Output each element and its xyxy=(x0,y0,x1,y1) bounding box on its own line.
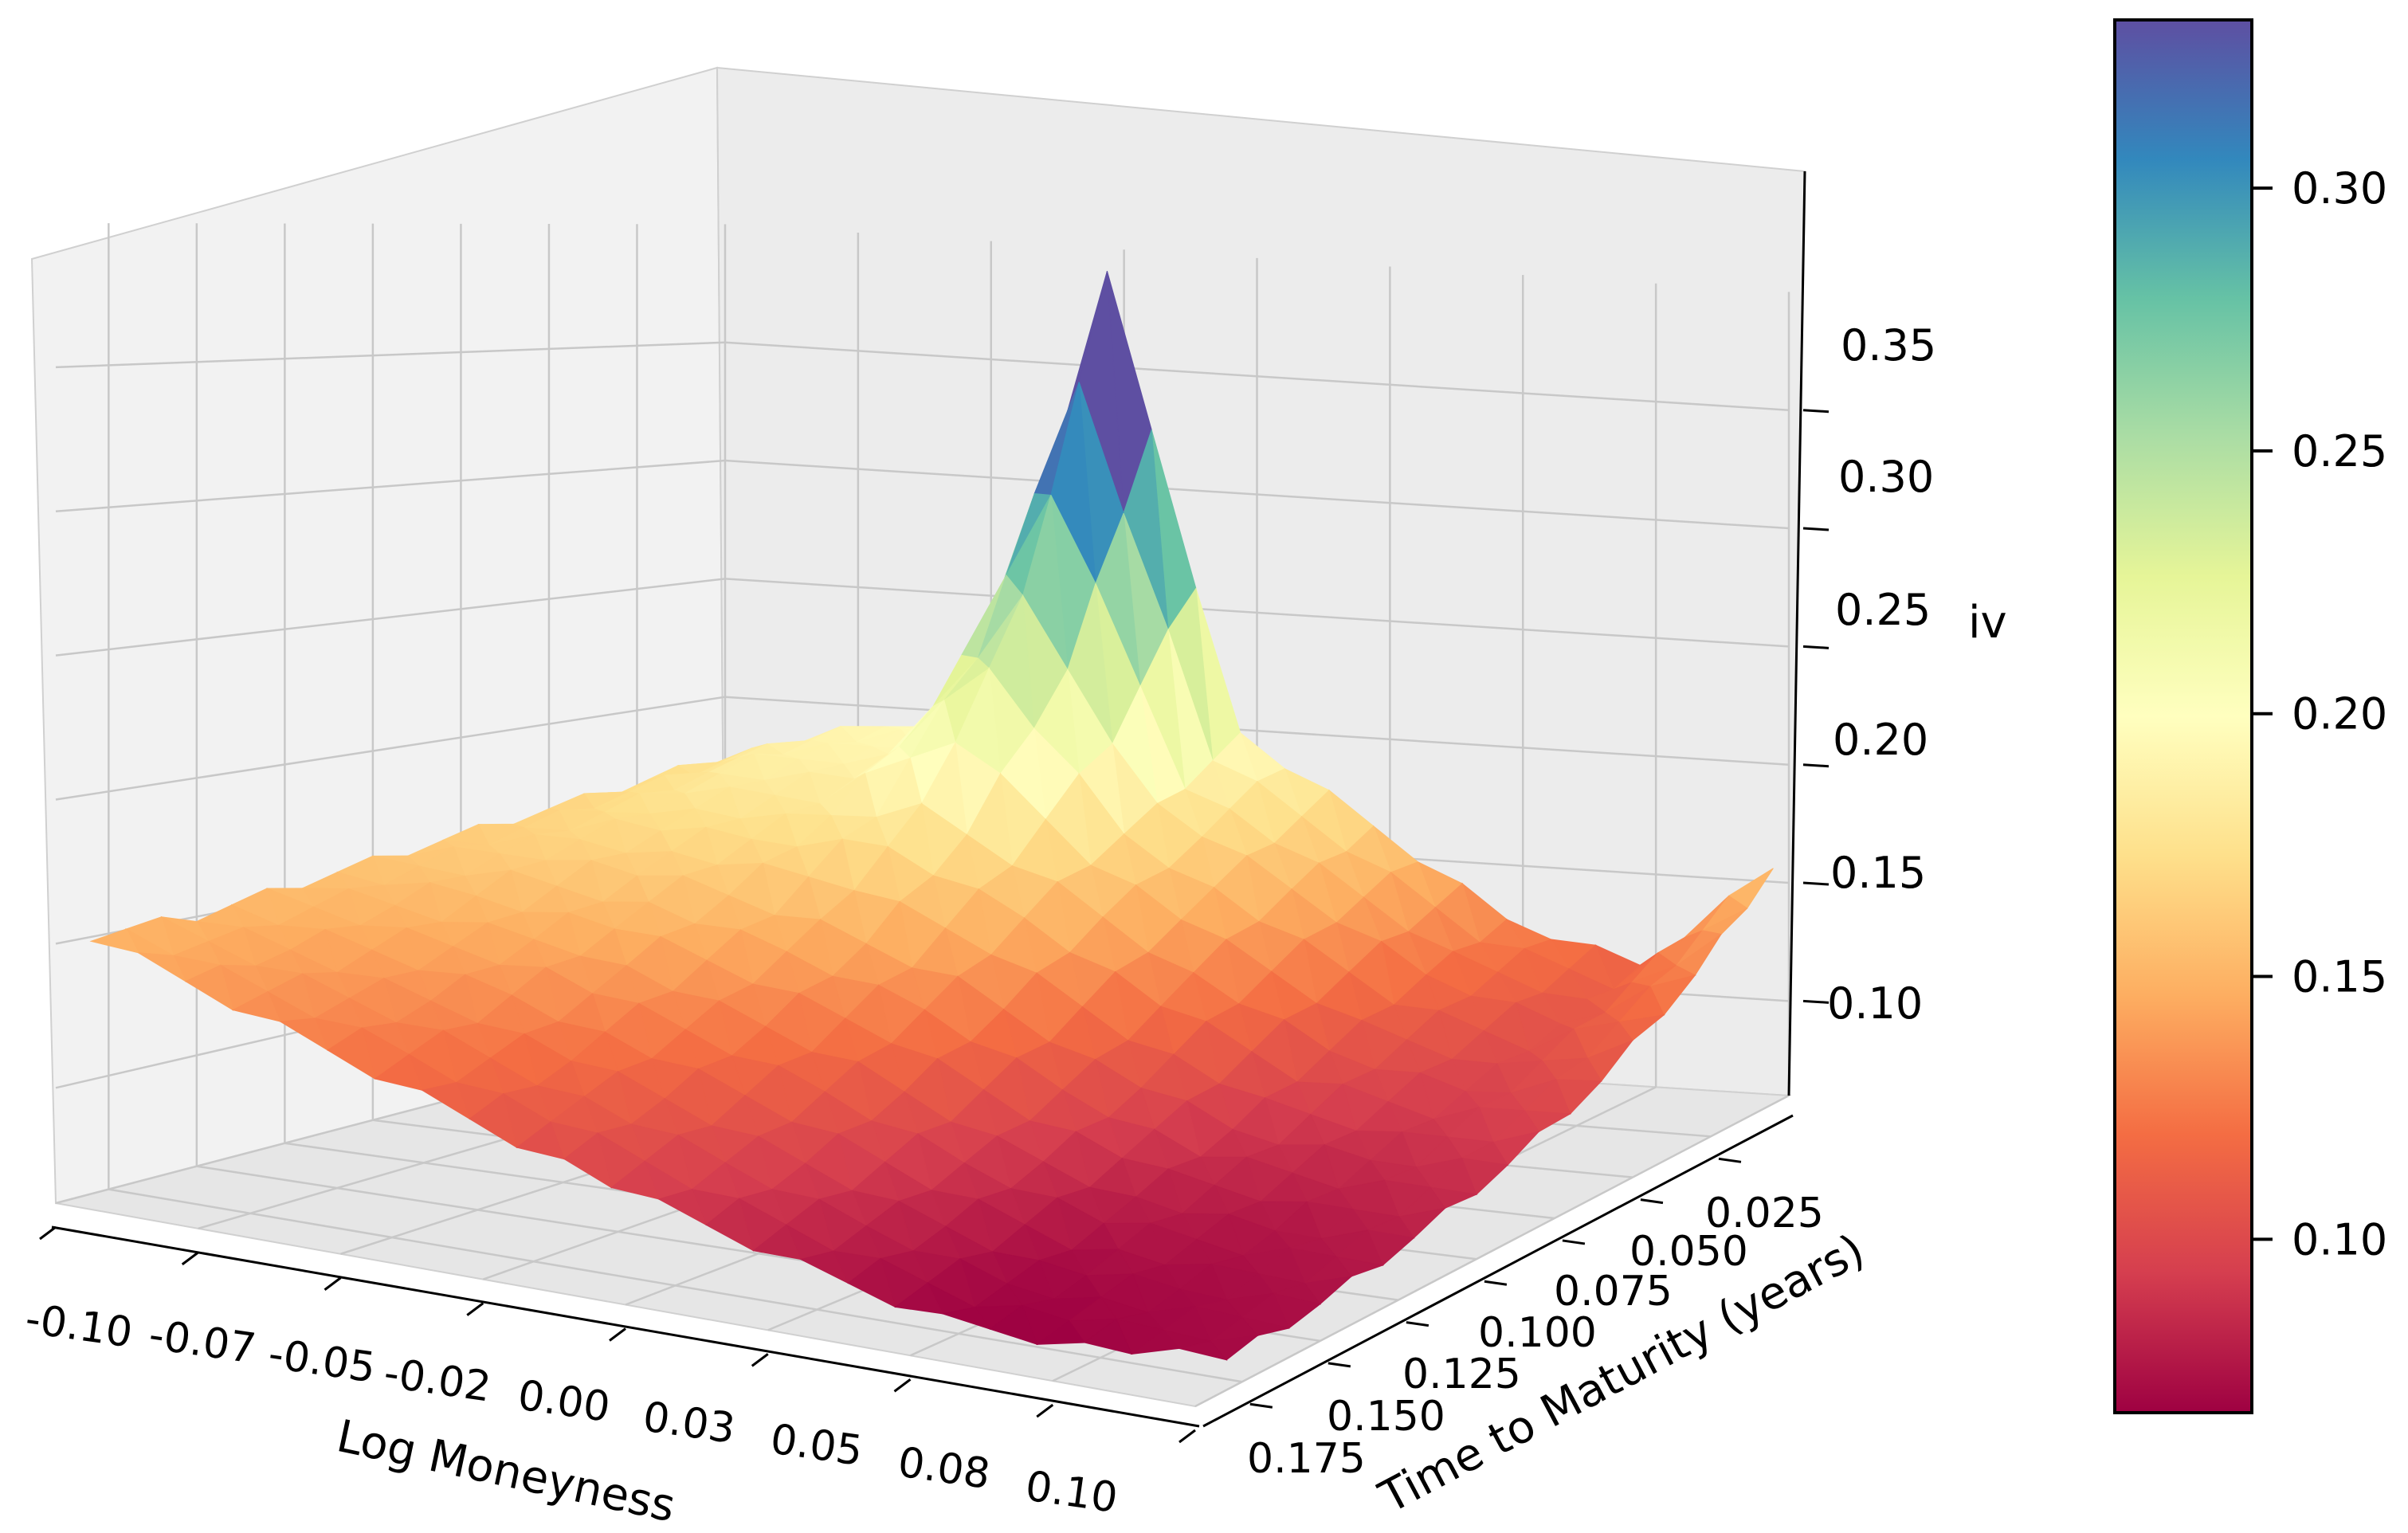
surface-facet xyxy=(89,928,139,954)
y-tick-mark xyxy=(1249,1402,1273,1409)
surface-facet xyxy=(327,1027,376,1080)
surface-facet xyxy=(752,1224,802,1261)
colorbar-ticks: 0.10 0.15 0.20 0.25 0.30 xyxy=(2252,163,2387,1264)
z-tick-mark xyxy=(1802,527,1830,531)
colorbar-tick-label: 0.10 xyxy=(2292,1214,2387,1264)
surface-facet xyxy=(563,1132,613,1189)
surface-facet xyxy=(657,1189,708,1226)
grid-line xyxy=(108,1188,1243,1383)
surface-facet xyxy=(1179,1340,1228,1361)
y-tick-mark xyxy=(1406,1321,1430,1327)
z-axis-ticks: 0.35 0.30 0.25 0.20 0.15 0.10 xyxy=(1827,320,1936,1029)
z-tick-mark xyxy=(1802,999,1830,1004)
z-tick-mark xyxy=(1802,881,1830,886)
x-tick-label: 0.08 xyxy=(895,1438,993,1499)
x-axis-label: Log Moneyness xyxy=(332,1410,680,1532)
x-tick-label: -0.05 xyxy=(265,1330,378,1392)
z-tick-mark xyxy=(1802,763,1830,768)
x-tick-label: 0.03 xyxy=(640,1393,738,1453)
y-tick-mark xyxy=(1328,1362,1351,1368)
grid-line xyxy=(724,459,1790,530)
surface-facet xyxy=(940,1307,991,1330)
colorbar-tick-label: 0.15 xyxy=(2292,952,2387,1002)
z-tick-label: 0.10 xyxy=(1827,978,1923,1029)
y-tick-mark xyxy=(1562,1239,1586,1245)
x-tick-label: -0.10 xyxy=(22,1295,135,1357)
x-tick-mark xyxy=(466,1302,484,1316)
z-axis-label: iv xyxy=(1968,597,2007,649)
surface-facet xyxy=(231,991,281,1022)
iv-surface xyxy=(89,271,1774,1361)
x-axis-line xyxy=(51,1225,1200,1428)
grid-line xyxy=(724,341,1790,411)
z-tick-mark xyxy=(1802,409,1830,414)
grid-line xyxy=(55,578,726,657)
y-tick-mark xyxy=(1640,1198,1664,1205)
colorbar-tick-label: 0.20 xyxy=(2292,689,2387,739)
grid-line xyxy=(55,696,726,801)
z-tick-label: 0.35 xyxy=(1841,320,1936,371)
y-tick-mark xyxy=(1484,1280,1508,1286)
y-tick-label: 0.025 xyxy=(1705,1190,1824,1237)
x-tick-mark xyxy=(324,1276,342,1291)
x-tick-mark xyxy=(751,1353,769,1367)
x-tick-mark xyxy=(1179,1429,1196,1444)
colorbar-gradient xyxy=(2113,18,2253,1414)
y-tick-mark xyxy=(1718,1157,1742,1163)
surface-facet xyxy=(516,1121,565,1160)
x-tick-label: -0.07 xyxy=(146,1311,259,1373)
surface-facet xyxy=(847,1257,896,1308)
colorbar-tick-label: 0.25 xyxy=(2292,426,2387,476)
surface-facet xyxy=(1036,1319,1086,1345)
axis-lines xyxy=(39,171,1830,1444)
surface-facet xyxy=(894,1282,943,1315)
y-axis-ticks: 0.025 0.050 0.075 0.100 0.125 0.150 0.17… xyxy=(1247,1190,1824,1483)
y-tick-label: 0.125 xyxy=(1402,1351,1521,1398)
x-tick-mark xyxy=(1036,1403,1054,1418)
grid-line xyxy=(55,459,726,513)
surface-facet xyxy=(705,1198,755,1252)
y-tick-label: 0.150 xyxy=(1327,1393,1445,1441)
surface-facet xyxy=(421,1082,471,1120)
colorbar-tick-label: 0.30 xyxy=(2292,163,2387,214)
y-tick-label: 0.050 xyxy=(1630,1228,1748,1276)
z-tick-label: 0.20 xyxy=(1833,715,1928,765)
y-tick-label: 0.075 xyxy=(1554,1268,1673,1315)
z-tick-mark xyxy=(1802,645,1830,649)
grid-line xyxy=(724,578,1790,648)
x-tick-mark xyxy=(181,1251,199,1266)
colorbar: 0.10 0.15 0.20 0.25 0.30 xyxy=(2113,18,2387,1414)
surface-facet xyxy=(1130,1329,1180,1355)
surface-facet xyxy=(138,952,187,982)
x-tick-mark xyxy=(39,1225,57,1241)
z-tick-label: 0.30 xyxy=(1838,452,1934,502)
x-tick-label: 0.10 xyxy=(1022,1462,1120,1523)
z-tick-label: 0.15 xyxy=(1830,848,1926,898)
y-tick-label: 0.100 xyxy=(1478,1309,1597,1357)
surface-facet xyxy=(799,1250,849,1284)
y-tick-label: 0.175 xyxy=(1247,1435,1366,1483)
x-tick-mark xyxy=(893,1378,912,1393)
y-axis-line xyxy=(1202,1114,1794,1428)
x-tick-label: 0.00 xyxy=(515,1371,613,1432)
surface-facet xyxy=(1083,1318,1133,1355)
z-axis-line xyxy=(1787,171,1806,1096)
surface-facet xyxy=(469,1092,518,1149)
grid-line xyxy=(55,341,726,369)
grid-line xyxy=(724,696,1790,766)
x-tick-mark xyxy=(609,1327,626,1342)
grid-line xyxy=(1194,1094,1790,1408)
z-tick-label: 0.25 xyxy=(1835,585,1931,635)
surface-facet xyxy=(374,1053,423,1092)
surface-facet xyxy=(279,1017,329,1052)
surface-facet xyxy=(610,1160,660,1200)
surface-facet xyxy=(184,964,234,1011)
surface-facet xyxy=(989,1304,1038,1346)
x-tick-label: -0.02 xyxy=(381,1349,494,1411)
x-tick-label: 0.05 xyxy=(767,1415,865,1476)
